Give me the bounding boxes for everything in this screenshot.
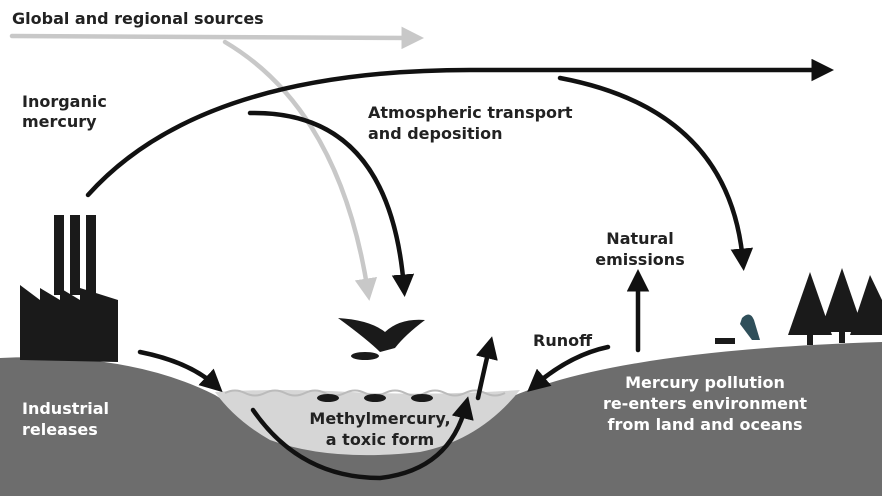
eagle xyxy=(338,318,425,352)
arrow xyxy=(12,36,415,38)
label: Global and regional sources xyxy=(12,9,264,28)
bird-ground xyxy=(740,314,760,340)
mercury-cycle-diagram: Global and regional sources Inorganicmer… xyxy=(0,0,882,496)
factory xyxy=(20,215,118,362)
fish xyxy=(317,394,339,402)
fish xyxy=(351,352,379,360)
insect xyxy=(715,338,735,344)
fish xyxy=(364,394,386,402)
fish xyxy=(411,394,433,402)
arrow xyxy=(478,345,490,398)
trees xyxy=(788,268,882,345)
label: Runoff xyxy=(533,331,593,350)
